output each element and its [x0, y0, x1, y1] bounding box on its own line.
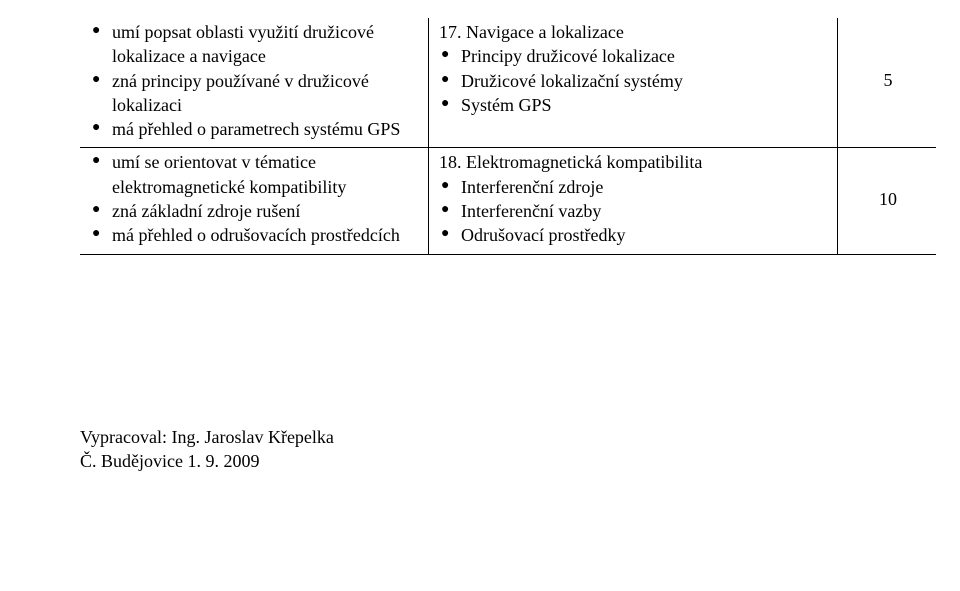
footer-author: Vypracoval: Ing. Jaroslav Křepelka — [80, 425, 900, 449]
cell-left-0: umí popsat oblasti využití družicové lok… — [80, 18, 429, 148]
list-item: zná základní zdroje rušení — [90, 199, 420, 223]
table-row: umí se orientovat v tématice elektromagn… — [80, 148, 936, 254]
list-item: umí se orientovat v tématice elektromagn… — [90, 150, 420, 199]
list-item: Interferenční zdroje — [439, 175, 829, 199]
content-table: umí popsat oblasti využití družicové lok… — [80, 18, 936, 255]
list-item: Interferenční vazby — [439, 199, 829, 223]
footer-place-date: Č. Budějovice 1. 9. 2009 — [80, 449, 900, 473]
section-heading: 18. Elektromagnetická kompatibilita — [439, 150, 829, 174]
list-item: umí popsat oblasti využití družicové lok… — [90, 20, 420, 69]
table-row: umí popsat oblasti využití družicové lok… — [80, 18, 936, 148]
list-item: Systém GPS — [439, 93, 829, 117]
footer: Vypracoval: Ing. Jaroslav Křepelka Č. Bu… — [80, 425, 900, 474]
list-item: zná principy používané v družicové lokal… — [90, 69, 420, 118]
section-heading: 17. Navigace a lokalizace — [439, 20, 829, 44]
cell-left-1: umí se orientovat v tématice elektromagn… — [80, 148, 429, 254]
right-list-0: Principy družicové lokalizace Družicové … — [439, 44, 829, 117]
cell-mid-1: 18. Elektromagnetická kompatibilita Inte… — [429, 148, 838, 254]
cell-num-0: 5 — [838, 18, 937, 148]
cell-mid-0: 17. Navigace a lokalizace Principy druži… — [429, 18, 838, 148]
list-item: má přehled o parametrech systému GPS — [90, 117, 420, 141]
left-list-1: umí se orientovat v tématice elektromagn… — [90, 150, 420, 247]
list-item: Družicové lokalizační systémy — [439, 69, 829, 93]
list-item: Principy družicové lokalizace — [439, 44, 829, 68]
cell-num-1: 10 — [838, 148, 937, 254]
page: umí popsat oblasti využití družicové lok… — [0, 0, 960, 473]
right-list-1: Interferenční zdroje Interferenční vazby… — [439, 175, 829, 248]
list-item: má přehled o odrušovacích prostředcích — [90, 223, 420, 247]
list-item: Odrušovací prostředky — [439, 223, 829, 247]
left-list-0: umí popsat oblasti využití družicové lok… — [90, 20, 420, 141]
